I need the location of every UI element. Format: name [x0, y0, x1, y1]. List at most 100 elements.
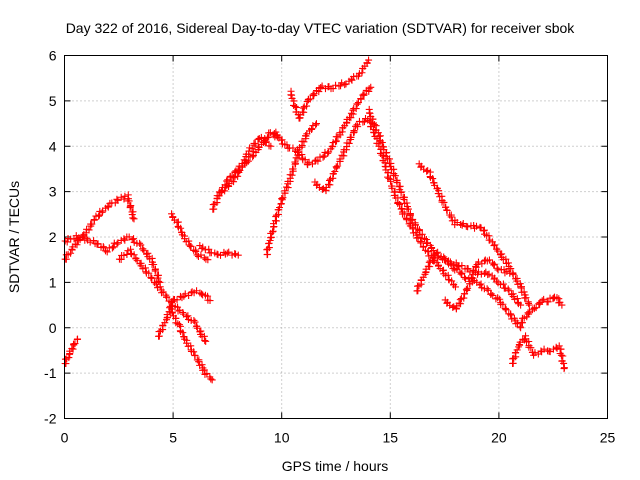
series-track-9 [209, 129, 281, 213]
data-point [347, 114, 355, 122]
data-point [502, 305, 510, 313]
data-point [338, 79, 346, 87]
data-point [360, 118, 368, 126]
data-point [365, 109, 373, 117]
data-point [192, 248, 200, 256]
data-point [516, 341, 524, 349]
data-point [386, 162, 394, 170]
data-point [429, 256, 437, 264]
data-point [400, 210, 408, 218]
data-point [125, 197, 133, 205]
data-point [487, 290, 495, 298]
data-point [137, 262, 145, 270]
data-point [305, 158, 313, 166]
series-track-6 [168, 305, 216, 384]
data-point [490, 261, 498, 269]
data-point [319, 153, 327, 161]
y-tick-label: 6 [49, 48, 57, 64]
data-point [512, 320, 520, 328]
data-point [158, 289, 166, 297]
data-point [347, 133, 355, 141]
data-point [347, 109, 355, 117]
series-track-18 [441, 256, 514, 313]
data-point [506, 269, 514, 277]
data-point [204, 256, 212, 264]
data-point [406, 212, 414, 220]
data-point [483, 285, 491, 293]
data-point [65, 354, 73, 362]
data-point [181, 290, 189, 298]
data-point [447, 261, 455, 269]
data-point [558, 301, 566, 309]
data-point [86, 238, 94, 246]
data-point [94, 240, 102, 248]
data-point [201, 337, 209, 345]
data-point [249, 153, 257, 161]
data-point [140, 247, 148, 255]
x-tick-label: 20 [491, 430, 507, 446]
data-point [504, 285, 512, 293]
data-point [349, 106, 357, 114]
data-point [148, 274, 156, 282]
data-point [103, 248, 111, 256]
data-point [423, 167, 431, 175]
data-point [73, 235, 81, 243]
data-point [485, 256, 493, 264]
data-point [549, 295, 557, 303]
data-point [378, 151, 386, 159]
x-tick-label: 25 [600, 430, 616, 446]
series-track-20 [517, 293, 566, 327]
series-track-11 [263, 120, 320, 259]
data-point [190, 316, 198, 324]
data-point [318, 185, 326, 193]
data-point [68, 246, 76, 254]
data-point [555, 342, 563, 350]
data-point [538, 297, 546, 305]
data-point [451, 283, 459, 291]
data-point [544, 298, 552, 306]
data-point [309, 91, 317, 99]
data-point [324, 149, 332, 157]
data-point [422, 240, 430, 248]
data-point [496, 295, 504, 303]
x-tick-label: 5 [169, 430, 177, 446]
data-point [509, 359, 517, 367]
data-point [400, 195, 408, 203]
data-point [559, 352, 567, 360]
data-point [234, 172, 242, 180]
data-point [176, 321, 184, 329]
data-point [531, 349, 539, 357]
data-point [303, 102, 311, 110]
data-point [168, 308, 176, 316]
data-point [177, 224, 185, 232]
data-point [95, 212, 103, 220]
data-point [378, 138, 386, 146]
data-point [90, 237, 98, 245]
data-point [267, 142, 275, 150]
data-point [442, 256, 450, 264]
data-point [217, 251, 225, 259]
data-point [360, 90, 368, 98]
data-point [387, 177, 395, 185]
data-point [301, 156, 309, 164]
data-point [449, 303, 457, 311]
data-point [517, 324, 525, 332]
data-points [61, 56, 568, 384]
data-point [121, 192, 129, 200]
data-point [481, 270, 489, 278]
data-point [308, 126, 316, 133]
data-point [181, 235, 189, 243]
data-point [493, 264, 501, 272]
data-point [101, 247, 109, 255]
data-point [501, 284, 509, 292]
data-point [332, 138, 340, 146]
data-point [560, 365, 568, 373]
data-point [179, 329, 187, 337]
data-point [521, 335, 529, 343]
data-point [262, 138, 270, 146]
data-point [298, 151, 306, 159]
series-track-12 [272, 83, 375, 169]
data-point [458, 262, 466, 270]
data-point [183, 339, 191, 347]
